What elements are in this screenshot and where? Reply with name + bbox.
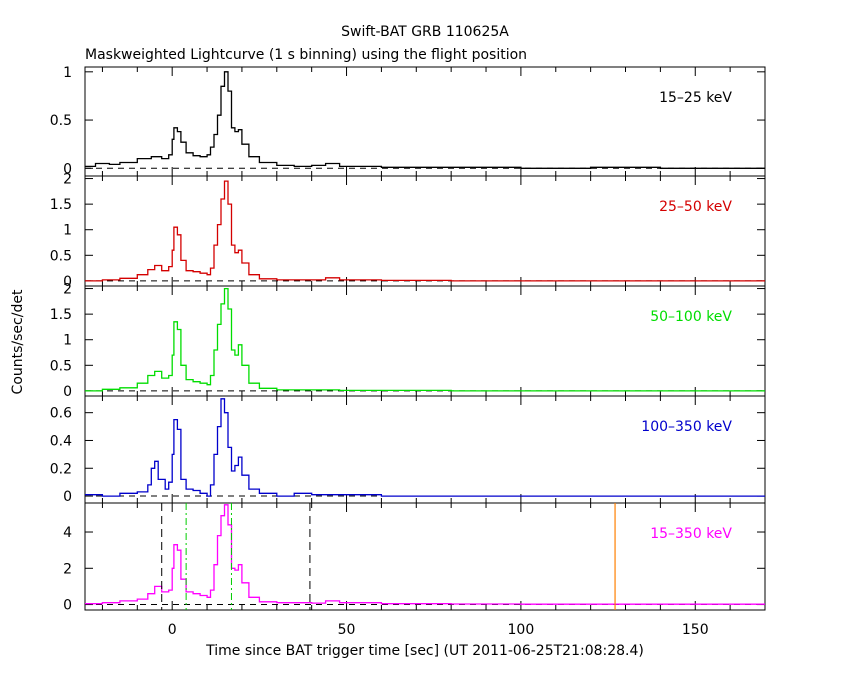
panel-frame bbox=[84, 502, 766, 611]
y-tick-label: 1 bbox=[63, 65, 72, 81]
lightcurve-series-15-350 bbox=[85, 504, 765, 605]
panel-frame bbox=[84, 395, 766, 504]
y-tick-label: 2 bbox=[63, 172, 72, 188]
y-tick-label: 0 bbox=[63, 161, 72, 177]
y-tick-label: 1 bbox=[63, 333, 72, 349]
panel-50-100: 0 0.5 1 1.5 2 50–100 keV bbox=[50, 282, 766, 400]
y-tick-label: 1 bbox=[63, 223, 72, 239]
y-tick-label: 0 bbox=[63, 489, 72, 505]
lightcurve-series-15-25 bbox=[85, 71, 765, 169]
lightcurve-series-50-100 bbox=[85, 287, 765, 392]
panel-25-50: 0 0.5 1 1.5 2 25–50 keV bbox=[50, 172, 766, 290]
x-tick-label: 0 bbox=[168, 622, 177, 638]
panel-15-350: 0 2 4 15–350 keV bbox=[63, 502, 766, 614]
y-tick-label: 2 bbox=[63, 282, 72, 298]
y-tick-label: 1.5 bbox=[50, 307, 72, 323]
x-tick-label: 150 bbox=[682, 622, 709, 638]
chart-subtitle: Maskweighted Lightcurve (1 s binning) us… bbox=[85, 47, 527, 63]
y-tick-label: 0.2 bbox=[50, 461, 72, 477]
y-tick-label: 0 bbox=[63, 274, 72, 290]
lightcurve-series-100-350 bbox=[85, 398, 765, 497]
y-tick-label: 2 bbox=[63, 561, 72, 577]
y-tick-label: 4 bbox=[63, 525, 72, 541]
y-tick-label: 0.5 bbox=[50, 358, 72, 374]
chart-title: Swift-BAT GRB 110625A bbox=[341, 24, 509, 40]
x-tick-label: 100 bbox=[508, 622, 535, 638]
panel-15-25: 0 0.5 1 15–25 keV bbox=[50, 65, 766, 177]
panel-100-350: 0 0.2 0.4 0.6 100–350 keV bbox=[50, 395, 766, 505]
panel-frame bbox=[84, 175, 766, 287]
panel-frame bbox=[84, 66, 766, 177]
y-tick-label: 0 bbox=[63, 384, 72, 400]
panels-group: 0 0.5 1 15–25 keV 0 0.5 1 1.5 2 25–50 keV 0 0.5 1 1.5… bbox=[50, 65, 766, 638]
y-tick-label: 0.5 bbox=[50, 248, 72, 264]
y-tick-label: 0.5 bbox=[50, 113, 72, 129]
y-axis-label: Counts/sec/det bbox=[10, 289, 26, 394]
band-label: 25–50 keV bbox=[659, 199, 732, 215]
y-tick-label: 0 bbox=[63, 598, 72, 614]
y-tick-label: 1.5 bbox=[50, 197, 72, 213]
band-label: 15–350 keV bbox=[650, 526, 732, 542]
band-label: 15–25 keV bbox=[659, 90, 732, 106]
x-axis-label: Time since BAT trigger time [sec] (UT 20… bbox=[205, 643, 644, 659]
band-label: 100–350 keV bbox=[641, 419, 732, 435]
lightcurve-series-25-50 bbox=[85, 180, 765, 282]
y-tick-label: 0.4 bbox=[50, 433, 72, 449]
x-tick-label: 50 bbox=[338, 622, 356, 638]
y-tick-label: 0.6 bbox=[50, 406, 72, 422]
band-label: 50–100 keV bbox=[650, 309, 732, 325]
